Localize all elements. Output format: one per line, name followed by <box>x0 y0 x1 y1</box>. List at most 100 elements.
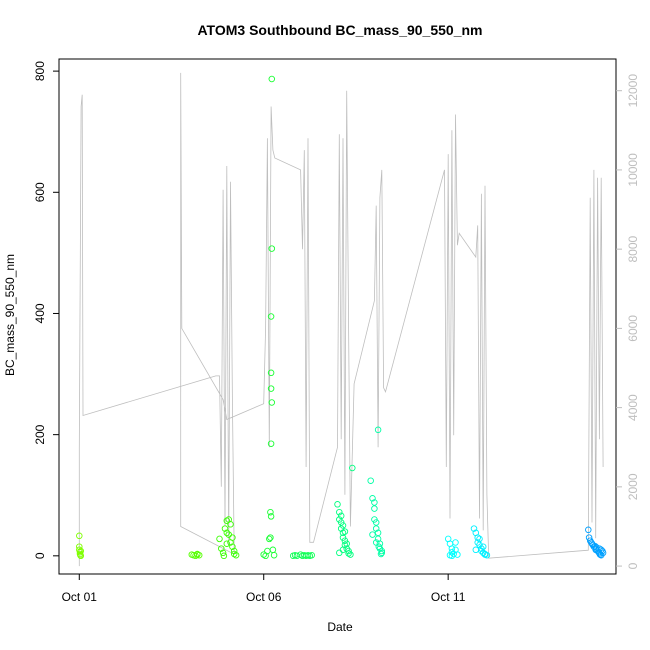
data-point <box>219 549 227 557</box>
data-point <box>336 508 343 516</box>
x-axis: Oct 01 Oct 06 Oct 11 <box>62 573 466 604</box>
data-point <box>220 552 228 560</box>
chart-title: ATOM3 Southbound BC_mass_90_550_nm <box>197 22 482 38</box>
data-point <box>76 548 84 556</box>
data-point <box>470 525 478 532</box>
data-point <box>230 547 238 555</box>
data-point <box>269 546 277 554</box>
series-group <box>76 532 85 560</box>
data-point <box>194 551 201 558</box>
data-point <box>369 495 376 502</box>
data-point <box>229 543 236 550</box>
data-point <box>371 516 378 523</box>
data-point <box>371 505 378 512</box>
data-point <box>375 543 383 550</box>
data-point <box>367 477 374 484</box>
data-point <box>267 508 274 516</box>
data-point <box>349 464 356 472</box>
data-point <box>270 551 278 559</box>
data-point <box>371 499 378 506</box>
y2-tick-label: 12000 <box>626 74 640 108</box>
data-point <box>372 525 380 532</box>
data-point <box>345 550 352 557</box>
data-point <box>339 546 347 554</box>
series-group <box>216 516 240 560</box>
data-point <box>267 385 275 392</box>
y-axis-label: BC_mass_90_550_nm <box>3 254 17 376</box>
data-point <box>599 549 607 557</box>
y2-tick-label: 4000 <box>626 394 640 421</box>
data-point <box>232 551 240 559</box>
data-point <box>347 551 354 558</box>
y-tick-label: 400 <box>33 303 47 323</box>
y2-tick-label: 2000 <box>626 473 640 500</box>
x-tick-label: Oct 01 <box>62 590 98 604</box>
series-group <box>188 550 203 560</box>
data-point <box>264 547 271 555</box>
data-point <box>377 550 385 558</box>
data-point <box>454 551 461 558</box>
y2-tick-label: 6000 <box>626 315 640 342</box>
data-point <box>336 549 343 557</box>
data-point <box>337 512 345 520</box>
data-point <box>268 75 276 83</box>
data-point <box>267 513 275 520</box>
series-group <box>470 525 491 559</box>
data-point <box>77 552 85 560</box>
data-point <box>472 546 480 554</box>
data-point <box>221 525 229 532</box>
data-point <box>448 552 456 560</box>
y-tick-label: 200 <box>33 424 47 444</box>
data-point <box>308 551 315 559</box>
secondary-y-axis: 0 2000 4000 6000 8000 10000 12000 <box>616 74 640 569</box>
x-axis-label: Date <box>327 620 353 634</box>
data-point <box>267 440 275 447</box>
data-point <box>76 532 83 540</box>
data-point <box>341 528 349 535</box>
data-point <box>369 531 376 538</box>
data-point <box>479 543 487 550</box>
series-group <box>260 75 278 560</box>
data-point <box>483 551 491 559</box>
data-point <box>218 545 225 552</box>
x-tick-label: Oct 11 <box>431 590 466 604</box>
y-tick-label: 800 <box>33 61 47 81</box>
data-point <box>376 540 384 547</box>
data-point <box>476 535 483 543</box>
data-point <box>343 540 350 547</box>
series-group <box>585 526 607 559</box>
data-point <box>227 521 234 528</box>
data-point <box>266 535 273 543</box>
data-point <box>223 529 231 537</box>
series-group <box>334 464 356 558</box>
series-group <box>444 535 461 560</box>
data-point <box>450 550 457 558</box>
y-tick-label: 0 <box>33 552 47 559</box>
y-axis: 0 200 400 600 800 <box>33 61 59 559</box>
data-point <box>334 501 341 508</box>
plot-frame <box>58 58 617 575</box>
data-point <box>378 547 386 555</box>
data-point <box>339 529 347 537</box>
points-layer <box>76 75 607 560</box>
y-tick-label: 600 <box>33 182 47 202</box>
data-point <box>588 539 595 546</box>
y2-tick-label: 10000 <box>626 153 640 187</box>
series-group <box>367 426 386 558</box>
data-point <box>260 551 267 558</box>
data-point <box>216 535 223 543</box>
data-point <box>268 245 276 252</box>
data-point <box>223 517 231 524</box>
data-point <box>374 529 382 537</box>
data-point <box>452 539 459 546</box>
data-point <box>77 547 85 555</box>
data-point <box>374 426 382 434</box>
series-group <box>289 551 315 560</box>
data-point <box>267 534 274 541</box>
secondary-series-layer <box>78 72 604 567</box>
data-point <box>474 534 481 541</box>
data-point <box>268 399 276 406</box>
data-point <box>378 549 386 557</box>
data-point <box>585 526 592 534</box>
